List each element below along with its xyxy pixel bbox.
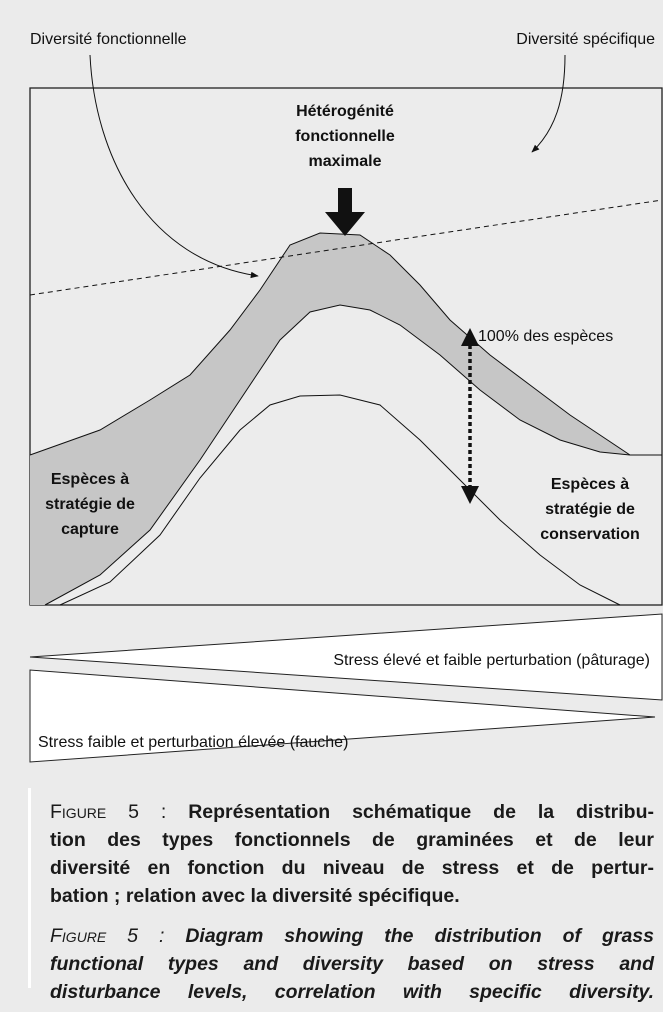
caption-line: bation ; relation avec la diversité spéc… — [50, 885, 460, 907]
middle-curve — [44, 304, 631, 606]
pointer-arrow — [89, 54, 259, 279]
label: Hétérogénité — [296, 103, 394, 120]
pointer-arrow — [531, 54, 566, 153]
peak-arrow — [325, 188, 365, 236]
caption-rule — [28, 788, 31, 988]
label: Stress faible et perturbation élevée (fa… — [38, 734, 348, 751]
arrowhead — [461, 328, 479, 346]
label: maximale — [309, 153, 382, 170]
caption-line: disturbance levels, correlation with spe… — [50, 981, 654, 1003]
caption-line: diversité en fonction du niveau de stres… — [50, 857, 654, 879]
outer-curve — [29, 232, 662, 456]
label: stratégie de — [545, 501, 635, 518]
label: conservation — [540, 526, 640, 543]
label: fonctionnelle — [295, 128, 395, 145]
label: stratégie de — [45, 496, 135, 513]
label: Diversité fonctionnelle — [30, 31, 187, 48]
caption-line: tion des types fonctionnels de graminées… — [50, 829, 654, 851]
caption-line: Figure 5 : Représentation schématique de… — [50, 798, 654, 826]
label: Diversité spécifique — [516, 31, 655, 48]
specific-diversity-line — [29, 199, 663, 296]
diagram: Diversité fonctionnelle Diversité spécif… — [29, 31, 663, 763]
gradient-wedge — [29, 669, 656, 763]
arrowhead — [461, 486, 479, 504]
caption-label: Figure 5 : — [50, 925, 165, 947]
caption-line: Figure 5 : Diagram showing the distribut… — [50, 922, 654, 950]
label: Espèces à — [51, 471, 129, 488]
caption-line: functional types and diversity based on … — [50, 953, 654, 975]
label: 100% des espèces — [478, 328, 613, 345]
gradient-wedge — [29, 613, 663, 701]
label: Stress élevé et faible perturbation (pât… — [333, 652, 650, 669]
caption-label: Figure 5 : — [50, 801, 167, 823]
label: capture — [61, 521, 119, 538]
caption-text: Représentation schématique de la distrib… — [188, 801, 654, 823]
inner-curve — [59, 394, 621, 606]
caption-text: Diagram showing the distribution of gras… — [185, 925, 654, 947]
label: Espèces à — [551, 476, 629, 493]
functional-band — [30, 233, 630, 605]
